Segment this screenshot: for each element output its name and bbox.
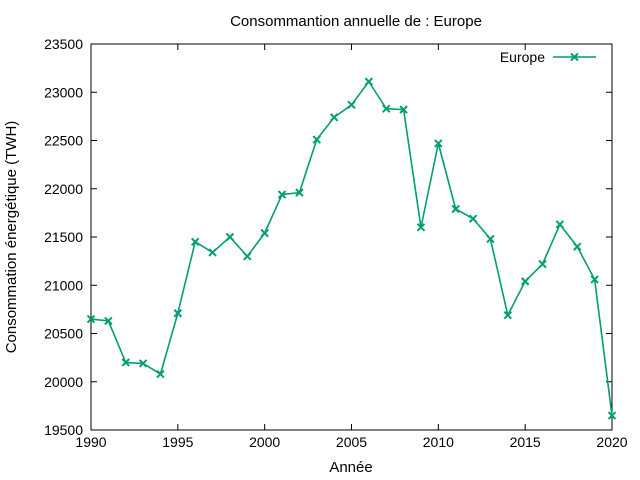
data-point: [208, 248, 217, 257]
y-tick-label: 23000: [44, 84, 83, 100]
y-tick-label: 22500: [44, 133, 83, 149]
x-tick-label: 2020: [596, 434, 627, 450]
x-tick-label: 1990: [75, 434, 106, 450]
data-point: [416, 223, 426, 232]
data-point: [486, 234, 495, 244]
data-point: [295, 188, 304, 197]
data-point: [243, 252, 252, 261]
x-tick-label: 2005: [336, 434, 367, 450]
legend-label: Europe: [500, 49, 545, 65]
y-tick-label: 19500: [44, 422, 83, 438]
data-point: [451, 204, 460, 214]
data-point: [434, 139, 443, 148]
data-point: [121, 358, 130, 367]
data-point: [277, 190, 287, 199]
legend-marker: [570, 52, 579, 62]
data-point: [347, 100, 356, 110]
data-point: [86, 314, 96, 324]
data-point: [156, 369, 165, 379]
x-tick-label: 2010: [423, 434, 454, 450]
y-tick-label: 20500: [44, 326, 83, 342]
data-point: [138, 359, 148, 368]
y-tick-label: 22000: [44, 181, 83, 197]
chart-title: Consommantion annuelle de : Europe: [230, 13, 482, 30]
x-tick-label: 2000: [249, 434, 280, 450]
series-layer: [86, 77, 617, 420]
data-point: [468, 214, 478, 223]
data-point: [607, 411, 617, 420]
y-tick-label: 21000: [44, 277, 83, 293]
axis-ticks: 19500 20000 20500 21000 21500 22000 22500 23000…: [44, 36, 628, 450]
data-point: [503, 310, 513, 320]
data-point: [520, 277, 530, 286]
y-tick-label: 21500: [44, 229, 83, 245]
y-tick-label: 20000: [44, 374, 83, 390]
data-point: [538, 259, 547, 269]
legend: Europe: [500, 49, 596, 65]
data-point: [590, 275, 599, 284]
data-point: [104, 316, 113, 326]
data-point: [364, 77, 374, 86]
data-point: [173, 309, 183, 318]
data-point: [573, 242, 582, 251]
series-line: [90, 80, 613, 416]
x-tick-label: 2015: [510, 434, 541, 450]
y-axis-title: Consommation énergétique (TWH): [3, 121, 20, 354]
data-point: [555, 220, 565, 229]
y-tick-label: 23500: [44, 36, 83, 52]
data-point: [399, 105, 408, 114]
data-point: [312, 135, 321, 144]
data-point: [190, 237, 200, 247]
data-point: [260, 228, 269, 238]
data-point: [225, 232, 235, 242]
plot-area-border: [90, 43, 613, 431]
x-axis-title: Année: [329, 459, 372, 476]
data-point: [329, 113, 339, 122]
data-point: [382, 104, 391, 113]
x-tick-label: 1995: [162, 434, 193, 450]
